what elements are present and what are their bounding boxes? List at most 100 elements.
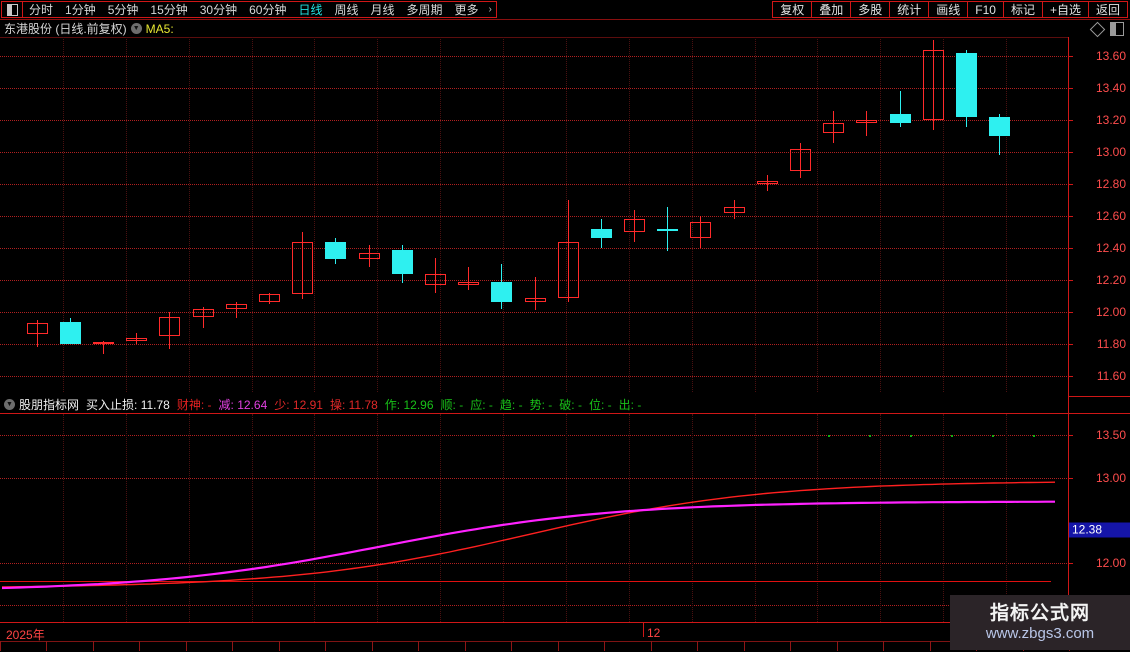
candle-wick [700,216,701,249]
period-60min[interactable]: 60分钟 [249,3,287,17]
gridline-vertical [1006,37,1007,392]
candle-body[interactable] [458,281,479,285]
candle-body[interactable] [392,249,413,274]
period-1min[interactable]: 1分钟 [65,3,96,17]
period-daily[interactable]: 日线 [298,3,323,17]
indicator-segment: 顺: - [441,398,464,412]
period-30min[interactable]: 30分钟 [199,3,238,17]
date-tick [558,641,559,651]
action-f10[interactable]: F10 [968,1,1004,18]
candle-body[interactable] [823,123,844,133]
price-tick-mark [1069,248,1073,250]
candle-body[interactable] [325,241,346,260]
candle-body[interactable] [259,294,280,303]
action-diejia[interactable]: 叠加 [812,1,852,18]
candle-body[interactable] [359,252,380,260]
indicator-value: - [544,397,553,412]
candle-body[interactable] [790,148,811,172]
candle-body[interactable] [525,297,546,303]
price-tick-mark [1069,184,1073,186]
chevron-right-icon[interactable]: › [488,4,492,15]
price-axis[interactable]: 13.60 13.40 13.20 13.00 12.80 12.60 12.40 12.20… [1068,37,1130,622]
candle-body[interactable] [126,337,147,341]
candle-body[interactable] [624,219,645,233]
chevron-down-icon[interactable]: ▼ [130,23,142,34]
period-monthly[interactable]: 月线 [370,3,395,17]
candle-body[interactable] [956,52,977,117]
period-more[interactable]: 更多 [454,3,479,17]
action-huaxian[interactable]: 画线 [929,1,969,18]
candle-body[interactable] [558,241,579,298]
diamond-icon[interactable] [1089,21,1106,37]
watermark: 指标公式网 www.zbgs3.com [950,595,1130,650]
candle-body[interactable] [226,304,247,309]
action-duogu[interactable]: 多股 [851,1,891,18]
candle-wick [568,200,569,303]
action-add-favorite[interactable]: +自选 [1042,1,1089,18]
candle-body[interactable] [989,116,1010,137]
gridline [0,477,1069,479]
candle-body[interactable] [159,316,180,337]
period-multi[interactable]: 多周期 [406,3,443,17]
candle-body[interactable] [923,49,944,121]
indicator-label: 破: [559,397,575,412]
period-15min[interactable]: 15分钟 [150,3,188,17]
candle-body[interactable] [591,228,612,239]
layout-panel-icon[interactable] [2,2,23,17]
date-tick [651,641,652,651]
price-tick-label: 12.00 [1095,305,1126,320]
indicator-value: 12.64 [233,397,268,412]
period-selector: 分时 1分钟 5分钟 15分钟 30分钟 60分钟 日线 周线 月线 多周期 更… [1,1,497,18]
gridline-vertical [314,414,315,622]
gridline [0,184,1069,186]
date-axis: 2025年 12 [0,622,1130,651]
candle-body[interactable] [425,273,446,285]
candle-body[interactable] [890,113,911,124]
gridline-vertical [566,414,567,622]
action-fuquan[interactable]: 复权 [772,1,813,18]
indicator-header: ▼ 股朋指标网 买入止损: 11.78 财神: - 减: 12.64 少: 12.91… [0,396,1130,412]
gridline-vertical [755,414,756,622]
period-weekly[interactable]: 周线 [334,3,359,17]
indicator-segment: 买入止损: 11.78 [86,398,170,412]
candle-body[interactable] [27,323,48,335]
candle-body[interactable] [724,206,745,213]
candle-body[interactable] [292,241,313,295]
candle-body[interactable] [193,308,214,317]
gridline-vertical [503,37,504,392]
indicator-dropdown-icon[interactable]: ▼ [4,398,15,410]
indicator-line-chart[interactable] [0,414,1069,622]
sub-price-tick-mark [1069,477,1073,479]
candle-body[interactable] [657,228,678,231]
candlestick-chart[interactable] [0,37,1069,392]
date-tick [139,641,140,651]
action-tongji[interactable]: 统计 [890,1,930,18]
action-back[interactable]: 返回 [1088,1,1128,18]
price-tick-label: 13.00 [1095,145,1126,160]
candle-body[interactable] [491,281,512,303]
indicator-segment: 操: 11.78 [330,398,378,412]
indicator-value: - [574,397,582,412]
split-panel-icon[interactable] [1110,22,1124,36]
candle-body[interactable] [60,321,81,344]
indicator-value: - [604,397,612,412]
candle-body[interactable] [856,120,877,124]
gridline-vertical [63,37,64,392]
date-tick [418,641,419,651]
candle-body[interactable] [93,342,114,345]
action-biaoji[interactable]: 标记 [1003,1,1043,18]
candle-wick [269,292,270,305]
date-tick [604,641,605,651]
period-5min[interactable]: 5分钟 [107,3,139,17]
candle-body[interactable] [690,222,711,239]
period-fenshi[interactable]: 分时 [29,3,54,17]
date-tick [883,641,884,651]
main-chart-header: 东港股份 (日线.前复权) ▼ MA5: [0,20,1130,37]
date-tick [93,641,94,651]
candle-body[interactable] [757,180,778,185]
gridline-vertical [189,414,190,622]
signal-dot [992,435,994,438]
sub-price-tick-label: 12.00 [1095,555,1126,570]
indicator-label: 趋: [499,397,516,412]
price-tick-mark [1069,56,1073,58]
